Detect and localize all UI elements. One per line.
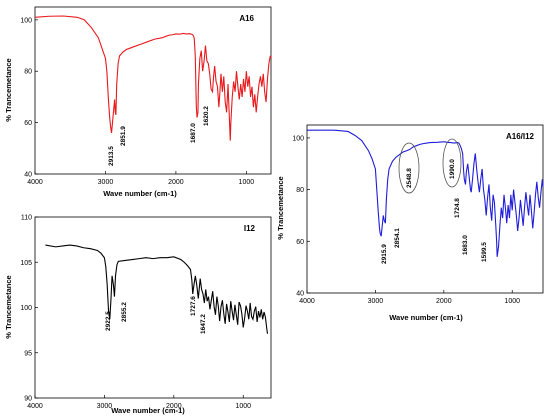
y-axis-label: % Trancemetance	[4, 275, 13, 338]
peak-label: 1647.2	[200, 314, 207, 334]
peak-label: 1990.0	[449, 159, 456, 179]
peak-label: 2854.1	[394, 228, 401, 248]
peak-label: 1599.5	[481, 242, 488, 262]
x-tick-label: 4000	[299, 298, 315, 305]
x-tick-label: 2000	[166, 403, 182, 410]
y-tick-label: 100	[292, 135, 304, 142]
plot-frame	[34, 6, 272, 175]
x-tick-label: 2000	[168, 179, 184, 186]
x-tick-label: 1000	[235, 403, 251, 410]
peak-label: 2548.8	[406, 168, 413, 188]
y-axis-label: % Trancemetance	[276, 176, 285, 239]
peak-label: 1683.0	[462, 235, 469, 255]
x-axis-label: Wave number (cm-1)	[111, 406, 185, 415]
x-axis-label: Wave number (cm-1)	[389, 313, 463, 322]
peak-label: 2851.9	[120, 126, 127, 146]
y-tick-label: 40	[24, 172, 32, 179]
y-tick-label: 100	[20, 305, 32, 312]
chart-i12: I12 % Trancemetance Wave number (cm-1) 4…	[4, 215, 272, 415]
x-tick-label: 2000	[436, 298, 452, 305]
peak-label: 2922.5	[105, 311, 112, 331]
series-line	[45, 244, 269, 334]
series-line	[307, 129, 544, 257]
highlight-ellipse	[442, 138, 462, 188]
y-tick-label: 90	[24, 396, 32, 403]
x-tick-label: 1000	[504, 298, 520, 305]
peak-label: 1724.8	[454, 198, 461, 218]
y-tick-label: 105	[20, 260, 32, 267]
x-tick-label: 3000	[98, 179, 114, 186]
y-axis-label: % Trancemetance	[4, 58, 13, 121]
y-tick-label: 60	[296, 239, 304, 246]
peak-label: 2913.5	[108, 146, 115, 166]
x-tick-label: 3000	[368, 298, 384, 305]
y-tick-label: 40	[296, 291, 304, 298]
plot-frame	[306, 124, 544, 294]
x-tick-label: 3000	[97, 403, 113, 410]
y-tick-label: 60	[24, 120, 32, 127]
y-tick-label: 110	[21, 215, 32, 222]
chart-title: I12	[244, 224, 256, 233]
x-axis-label: Wave number (cm-1)	[103, 189, 177, 198]
x-tick-label: 4000	[27, 403, 43, 410]
peak-label: 1620.2	[203, 106, 210, 126]
y-tick-label: 80	[24, 69, 32, 76]
peak-label: 1727.6	[190, 296, 197, 316]
peak-label: 2855.2	[121, 302, 128, 322]
highlight-ellipse	[398, 142, 420, 194]
x-tick-label: 1000	[239, 179, 255, 186]
peak-label: 1687.0	[190, 123, 197, 143]
y-tick-label: 95	[24, 350, 32, 357]
peak-label: 2915.9	[381, 244, 388, 264]
x-tick-label: 4000	[27, 179, 43, 186]
series-line	[34, 15, 272, 141]
y-tick-label: 80	[296, 187, 304, 194]
chart-title: A16/I12	[506, 132, 535, 141]
chart-a16: A16 % Trancemetance Wave number (cm-1) 4…	[4, 6, 272, 198]
chart-title: A16	[239, 14, 254, 23]
chart-a16-i12: A16/I12 % Trancemetance Wave number (cm-…	[276, 124, 544, 322]
y-tick-label: 100	[20, 17, 32, 24]
